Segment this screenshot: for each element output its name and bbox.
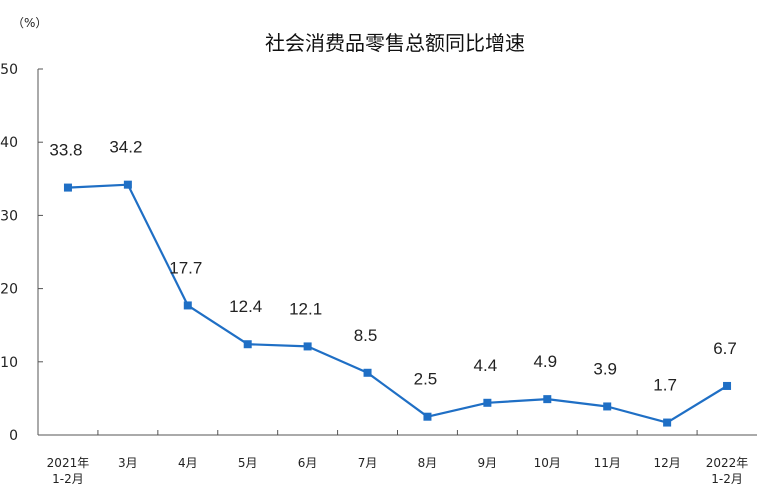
x-tick-label: 9月 (478, 456, 498, 470)
x-tick-label: 5月 (238, 456, 258, 470)
data-label: 1.7 (653, 376, 677, 395)
y-tick-label: 10 (0, 355, 18, 371)
x-tick-label: 12月 (653, 456, 680, 470)
data-point-marker (63, 183, 72, 192)
data-point-marker (543, 395, 552, 404)
point-markers (63, 180, 732, 427)
x-tick-label: 3月 (118, 456, 138, 470)
y-tick-labels: 0 10 20 30 40 50 (0, 62, 18, 444)
x-tick-label: 4月 (178, 456, 198, 470)
data-label: 8.5 (354, 326, 378, 345)
x-tick-labels: 2021年 1-2月 3月 4月 5月 6月 7月 8月 9月 10月 11月 12月 2022年 1-2… (47, 456, 749, 486)
axes (37, 68, 757, 436)
x-tick-label: 8月 (418, 456, 438, 470)
data-point-marker (303, 342, 312, 351)
data-labels: 33.8 34.2 17.7 12.4 12.1 8.5 2.5 4.4 4.9 3.9 1.7 6.… (49, 138, 736, 395)
y-tick-label: 30 (0, 208, 18, 224)
data-point-marker (423, 412, 432, 421)
y-axis-unit: （%） (12, 16, 47, 30)
x-tick-label: 7月 (358, 456, 378, 470)
data-label: 12.4 (229, 297, 262, 316)
y-tick-label: 50 (0, 62, 18, 78)
data-label: 4.4 (474, 356, 498, 375)
data-label: 34.2 (109, 138, 142, 157)
data-label: 3.9 (593, 359, 617, 378)
data-label: 12.1 (289, 299, 322, 318)
data-label: 33.8 (49, 141, 82, 160)
data-point-marker (123, 180, 132, 189)
series-line (67, 183, 728, 424)
data-point-marker (723, 381, 732, 390)
x-tick-label: 2021年 1-2月 (47, 456, 90, 486)
data-point-marker (603, 402, 612, 411)
x-tick-label: 6月 (298, 456, 318, 470)
x-tick-label: 11月 (594, 456, 621, 470)
data-label: 6.7 (713, 339, 737, 358)
data-point-marker (183, 301, 192, 310)
y-tick-label: 20 (0, 282, 18, 298)
data-point-marker (663, 418, 672, 427)
series-line-group (67, 183, 728, 424)
x-tick-label: 2022年 1-2月 (706, 456, 749, 486)
data-point-marker (363, 368, 372, 377)
data-point-marker (243, 340, 252, 349)
data-label: 17.7 (169, 258, 202, 277)
y-tick-label: 0 (9, 428, 18, 444)
y-tick-label: 40 (0, 135, 18, 151)
data-label: 2.5 (414, 370, 438, 389)
data-label: 4.9 (533, 352, 557, 371)
data-point-marker (483, 398, 492, 407)
chart-title: 社会消费品零售总额同比增速 (265, 31, 525, 55)
x-tick-label: 10月 (534, 456, 561, 470)
